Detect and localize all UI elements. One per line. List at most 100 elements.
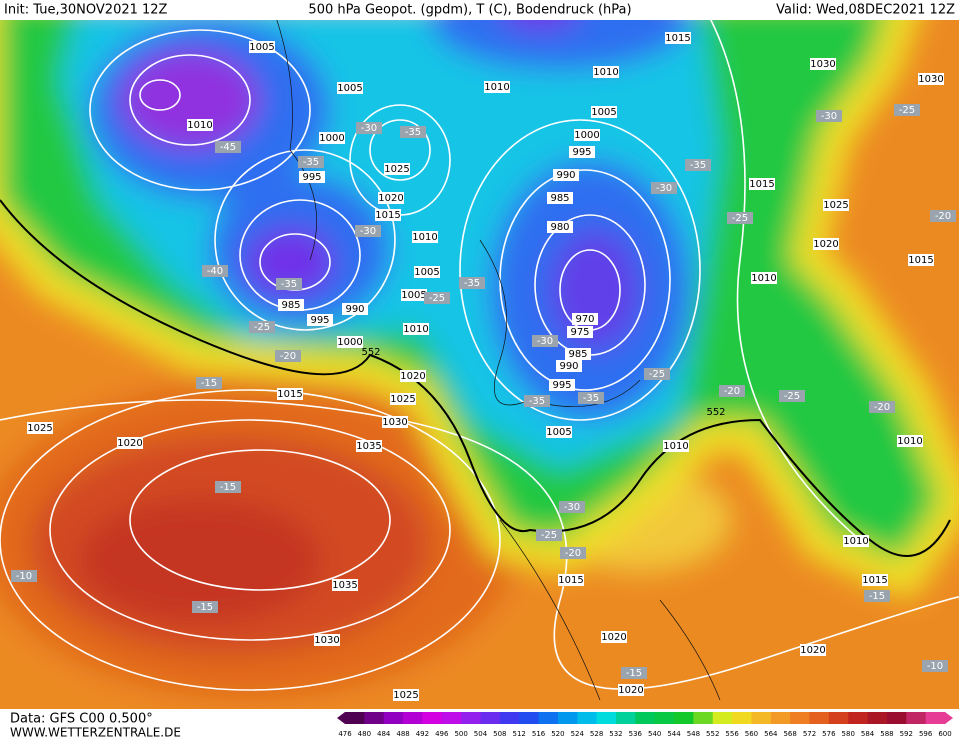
isobar-label: 1010 bbox=[187, 120, 212, 131]
isobar-label: 1015 bbox=[558, 575, 583, 586]
temperature-label: -40 bbox=[207, 266, 223, 277]
temperature-label-box bbox=[202, 265, 228, 277]
temperature-label: -25 bbox=[429, 293, 445, 304]
labels: 1005 1005 1010 1000 995 1025 1020 1015 1010 1005 1… bbox=[11, 32, 956, 701]
isobar-label: 1005 bbox=[337, 83, 362, 94]
isobar-label: 1005 bbox=[414, 267, 439, 278]
isobar-label-box bbox=[862, 574, 888, 586]
colorbar-segment bbox=[848, 712, 869, 724]
temperature-label: -30 bbox=[656, 183, 672, 194]
colorbar-tick-label: 584 bbox=[861, 730, 875, 738]
temperature-label-box bbox=[275, 350, 301, 362]
isobar-label-box bbox=[412, 231, 438, 243]
colorbar-tick-label: 540 bbox=[648, 730, 661, 738]
temperature-label-box bbox=[524, 395, 550, 407]
website: WWW.WETTERZENTRALE.DE bbox=[10, 726, 181, 740]
isobar-label: 1005 bbox=[546, 427, 571, 438]
colorbar-tick-label: 532 bbox=[609, 730, 622, 738]
temperature-label-box bbox=[400, 126, 426, 138]
isobar-label-box bbox=[800, 644, 826, 656]
isobar-label: 1035 bbox=[332, 580, 357, 591]
coastlines bbox=[269, 0, 721, 701]
temperature-label-box bbox=[894, 104, 920, 116]
isobar-label: 1025 bbox=[823, 200, 848, 211]
isobar-label-box bbox=[558, 574, 584, 586]
isobar-label: 1020 bbox=[813, 239, 838, 250]
isobar-label-box bbox=[897, 435, 923, 447]
isobar-label: 1025 bbox=[393, 690, 418, 701]
isobar-label-box bbox=[556, 360, 582, 372]
colorbar-tick-label: 524 bbox=[571, 730, 585, 738]
temperature-label: -20 bbox=[874, 402, 890, 413]
isobar-label: 1010 bbox=[403, 324, 428, 335]
colorbar-tick-label: 476 bbox=[338, 730, 352, 738]
temperature-label-box bbox=[215, 141, 241, 153]
colorbar-segment bbox=[577, 712, 598, 724]
isobar-label-box bbox=[378, 192, 404, 204]
isobar-label-box bbox=[751, 272, 777, 284]
isobar-label: 1015 bbox=[862, 575, 887, 586]
isobar-label-box bbox=[277, 388, 303, 400]
temperature-label-box bbox=[459, 277, 485, 289]
temperature-label: -15 bbox=[201, 378, 217, 389]
isobar-label-box bbox=[569, 146, 595, 158]
isobar-label: 1035 bbox=[356, 441, 381, 452]
isobar-label-box bbox=[567, 326, 593, 338]
temperature-label-box bbox=[276, 278, 302, 290]
isobar-label-box bbox=[390, 393, 416, 405]
colorbar-tick-label: 568 bbox=[783, 730, 796, 738]
isobar-label-box bbox=[249, 41, 275, 53]
geopotential-label: 552 bbox=[361, 347, 380, 358]
colorbar-segment bbox=[596, 712, 617, 724]
isobar-label-box bbox=[299, 171, 325, 183]
colorbar-segment bbox=[751, 712, 772, 724]
isobar-label-box bbox=[27, 422, 53, 434]
temperature-label-box bbox=[215, 481, 241, 493]
colorbar-segment bbox=[557, 712, 578, 724]
temperature-label-box bbox=[536, 529, 562, 541]
temperature-label: -25 bbox=[649, 369, 665, 380]
temperature-label: -20 bbox=[565, 548, 581, 559]
isobar-label: 1030 bbox=[314, 635, 339, 646]
isobar-label: 1015 bbox=[665, 33, 690, 44]
isobar-label: 1030 bbox=[918, 74, 943, 85]
temperature-label-box bbox=[685, 159, 711, 171]
colorbar-tick-label: 552 bbox=[706, 730, 719, 738]
colorbar-tick-label: 576 bbox=[822, 730, 836, 738]
colorbar-tick-label: 492 bbox=[416, 730, 429, 738]
isobar-label: 990 bbox=[345, 304, 364, 315]
isobar-label-box bbox=[549, 379, 575, 391]
temperature-label: -20 bbox=[935, 211, 951, 222]
colorbar-tick-label: 504 bbox=[474, 730, 488, 738]
temperature-label-box bbox=[192, 601, 218, 613]
colorbar-tick-label: 588 bbox=[880, 730, 893, 738]
temperature-label: -25 bbox=[899, 105, 915, 116]
isobar-label: 1015 bbox=[749, 179, 774, 190]
isobar-label: 1000 bbox=[319, 133, 344, 144]
temperature-label: -35 bbox=[529, 396, 545, 407]
colorbar-segment bbox=[732, 712, 752, 724]
temperature-label-box bbox=[424, 292, 450, 304]
colorbar-tick-label: 600 bbox=[938, 730, 951, 738]
colorbar-tick-label: 560 bbox=[745, 730, 758, 738]
isobar-label-box bbox=[332, 579, 358, 591]
isobar-label-box bbox=[665, 32, 691, 44]
colorbar-tick-label: 520 bbox=[551, 730, 564, 738]
colorbar-tick-label: 516 bbox=[532, 730, 546, 738]
map-title: 500 hPa Geopot. (gpdm), T (C), Bodendruc… bbox=[308, 3, 631, 18]
temperature-label: -35 bbox=[690, 160, 706, 171]
isobar-label-box bbox=[572, 313, 598, 325]
colorbar-segment bbox=[674, 712, 694, 724]
temperature-label-box bbox=[779, 390, 805, 402]
isobar-label: 995 bbox=[302, 172, 321, 183]
colorbar-segment bbox=[906, 712, 927, 724]
colorbar-segment bbox=[654, 712, 675, 724]
isobar-label: 995 bbox=[552, 380, 571, 391]
isobar-label: 990 bbox=[559, 361, 578, 372]
colorbar-segment bbox=[828, 712, 849, 724]
isobar-label-box bbox=[593, 66, 619, 78]
temperature-label: -20 bbox=[280, 351, 296, 362]
init-time: Init: Tue,30NOV2021 12Z bbox=[4, 3, 168, 18]
isobar-label: 995 bbox=[310, 315, 329, 326]
isobar-label: 1010 bbox=[593, 67, 618, 78]
